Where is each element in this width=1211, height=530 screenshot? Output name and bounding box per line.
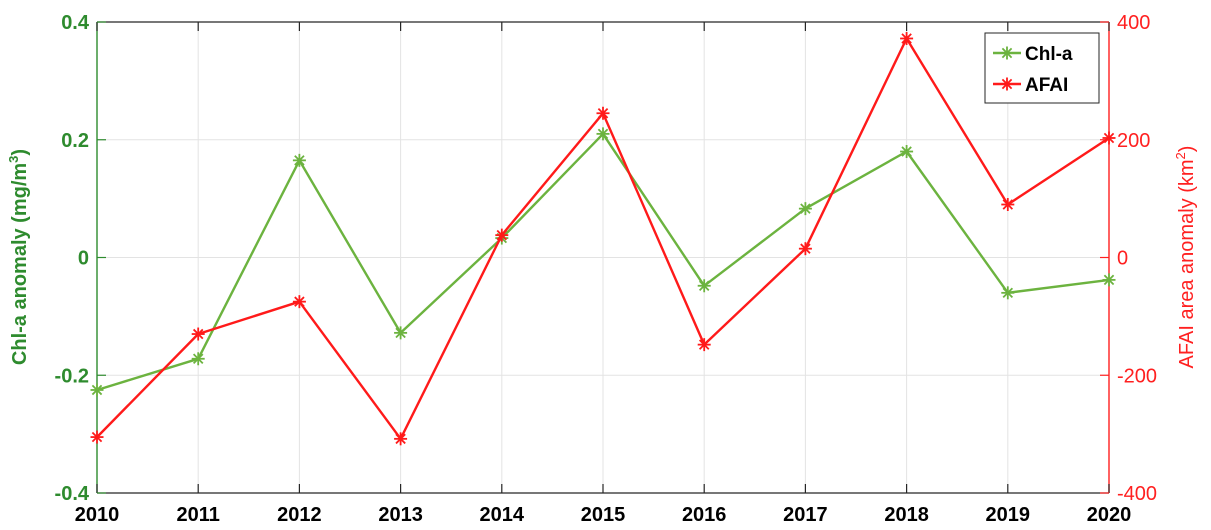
- legend-item: Chl-a: [993, 44, 1073, 65]
- x-tick-label: 2018: [884, 504, 929, 526]
- data-point: [798, 202, 812, 216]
- data-point: [697, 279, 711, 293]
- data-point: [394, 326, 408, 340]
- y-axis-left: -0.4 -0.2 0 0.2 0.4: [55, 12, 106, 505]
- y-left-tick-label: -0.4: [55, 483, 90, 505]
- data-point: [191, 327, 205, 341]
- x-tick-label: 2020: [1087, 504, 1132, 526]
- data-point: [495, 228, 509, 242]
- data-point: [1001, 286, 1015, 300]
- x-tick-label: 2015: [581, 504, 626, 526]
- y-left-tick-label: 0.2: [61, 130, 89, 152]
- y-right-tick-label: 200: [1117, 130, 1150, 152]
- data-point: [596, 106, 610, 120]
- data-point: [90, 430, 104, 444]
- y-right-tick-label: -200: [1117, 365, 1157, 387]
- series-afai: [90, 31, 1116, 446]
- series-layer: [90, 31, 1116, 446]
- y-right-tick-label: 400: [1117, 12, 1150, 34]
- data-point: [394, 432, 408, 446]
- data-point: [697, 338, 711, 352]
- legend-label: Chl-a: [1025, 44, 1073, 65]
- data-point: [900, 31, 914, 45]
- axis-labels: Chl-a anomaly (mg/m3) AFAI area anomaly (…: [6, 146, 1198, 369]
- data-point: [1102, 131, 1116, 145]
- x-tick-label: 2014: [480, 504, 525, 526]
- data-point: [191, 352, 205, 366]
- x-tick-label: 2019: [986, 504, 1031, 526]
- x-tick-label: 2011: [177, 504, 220, 526]
- y-left-tick-label: 0: [78, 248, 89, 270]
- legend-marker: [1000, 77, 1014, 91]
- data-point: [90, 383, 104, 397]
- y-axis-right-label: AFAI area anomaly (km2): [1173, 146, 1198, 369]
- x-tick-label: 2017: [783, 504, 828, 526]
- y-left-tick-label: 0.4: [61, 12, 90, 34]
- y-right-tick-label: -400: [1117, 483, 1157, 505]
- x-tick-label: 2016: [682, 504, 727, 526]
- y-axis-left-label: Chl-a anomaly (mg/m3): [6, 149, 31, 365]
- y-right-tick-label: 0: [1117, 248, 1128, 270]
- x-tick-label: 2012: [277, 504, 322, 526]
- x-tick-label: 2013: [378, 504, 423, 526]
- data-point: [1102, 273, 1116, 287]
- legend-box: [984, 32, 1100, 104]
- data-point: [900, 145, 914, 159]
- y-axis-right: -400 -200 0 200 400: [1100, 12, 1157, 505]
- legend-marker: [1000, 46, 1014, 60]
- legend: Chl-a AFAI: [984, 32, 1100, 104]
- x-tick-label: 2010: [75, 504, 120, 526]
- x-axis: 2010 2011 2012 2013 2014 2015 2016 2017 2018 2019…: [75, 22, 1132, 526]
- data-point: [596, 127, 610, 141]
- y-left-tick-label: -0.2: [55, 365, 89, 387]
- data-point: [292, 295, 306, 309]
- data-point: [798, 242, 812, 256]
- series-chl-a: [90, 127, 1116, 397]
- legend-item: AFAI: [993, 75, 1068, 96]
- data-point: [292, 153, 306, 167]
- legend-label: AFAI: [1025, 75, 1068, 96]
- data-point: [1001, 198, 1015, 212]
